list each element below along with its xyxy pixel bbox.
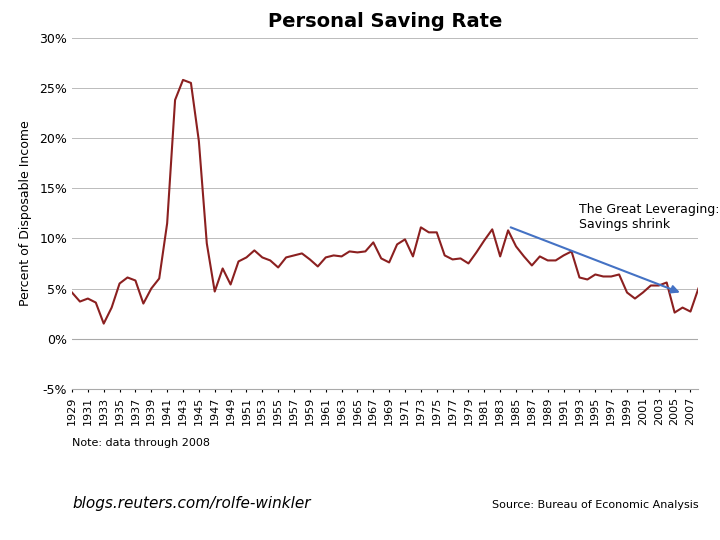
Text: blogs.reuters.com/rolfe-winkler: blogs.reuters.com/rolfe-winkler bbox=[72, 496, 310, 511]
Text: Note: data through 2008: Note: data through 2008 bbox=[72, 437, 210, 448]
Text: Source: Bureau of Economic Analysis: Source: Bureau of Economic Analysis bbox=[492, 500, 698, 510]
Title: Personal Saving Rate: Personal Saving Rate bbox=[268, 12, 503, 31]
Text: The Great Leveraging:
Savings shrink: The Great Leveraging: Savings shrink bbox=[580, 203, 720, 231]
Y-axis label: Percent of Disposable Income: Percent of Disposable Income bbox=[19, 120, 32, 306]
